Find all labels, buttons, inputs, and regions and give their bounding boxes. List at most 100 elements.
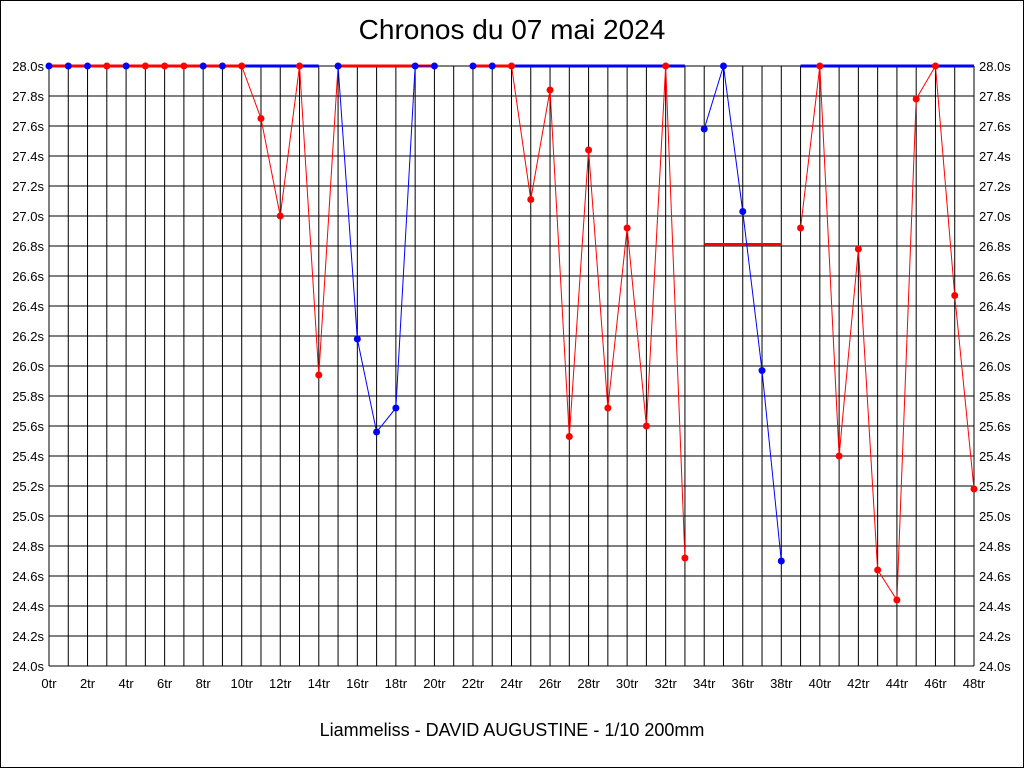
data-point (700, 125, 708, 133)
x-tick-label: 8tr (196, 676, 212, 691)
data-point (739, 208, 747, 215)
data-point (777, 557, 785, 565)
data-point (64, 62, 72, 70)
data-point (585, 146, 593, 154)
data-point (141, 62, 149, 70)
data-point (296, 62, 304, 70)
x-tick-label: 2tr (80, 676, 96, 691)
x-tick-label: 38tr (770, 676, 793, 691)
data-point (816, 62, 824, 70)
y-tick-label-right: 25.2s (979, 479, 1011, 494)
y-tick-label-left: 25.0s (12, 509, 44, 524)
x-tick-label: 44tr (886, 676, 909, 691)
y-tick-label-left: 27.0s (12, 209, 44, 224)
data-point (719, 62, 727, 70)
y-tick-label-left: 24.2s (12, 629, 44, 644)
data-point (430, 62, 438, 70)
y-tick-label-right: 28.0s (979, 59, 1011, 74)
data-point (835, 452, 843, 460)
y-tick-label-right: 24.0s (979, 659, 1011, 674)
y-tick-label-right: 27.2s (979, 179, 1011, 194)
data-point (180, 62, 188, 70)
series-line (800, 64, 975, 602)
data-point (797, 224, 805, 232)
data-point (931, 62, 939, 70)
y-tick-label-right: 24.4s (979, 599, 1011, 614)
data-point (951, 292, 959, 299)
y-tick-label-left: 25.8s (12, 389, 44, 404)
data-point (623, 224, 631, 232)
x-tick-label: 46tr (924, 676, 947, 691)
data-point (874, 566, 882, 574)
y-tick-label-right: 25.8s (979, 389, 1011, 404)
y-tick-label-left: 26.6s (12, 269, 44, 284)
data-point (315, 371, 323, 379)
chart-footer: Liammeliss - DAVID AUGUSTINE - 1/10 200m… (319, 720, 705, 740)
y-tick-label-right: 27.0s (979, 209, 1011, 224)
y-tick-label-right: 25.0s (979, 509, 1011, 524)
y-tick-label-left: 24.0s (12, 659, 44, 674)
series-line (337, 65, 435, 434)
series-line (511, 65, 686, 559)
x-tick-label: 24tr (500, 676, 523, 691)
x-tick-label: 6tr (157, 676, 173, 691)
y-tick-label-left: 25.4s (12, 449, 44, 464)
data-point (103, 62, 111, 70)
y-tick-label-right: 26.0s (979, 359, 1011, 374)
y-tick-label-right: 24.2s (979, 629, 1011, 644)
data-point (276, 212, 284, 220)
data-point (508, 62, 515, 70)
x-tick-label: 18tr (385, 676, 408, 691)
data-point (218, 62, 226, 70)
data-point (469, 62, 477, 70)
y-tick-label-left: 27.8s (12, 89, 44, 104)
y-tick-label-left: 26.4s (12, 299, 44, 314)
data-point (546, 86, 554, 94)
x-tick-label: 40tr (809, 676, 832, 691)
data-point (334, 62, 342, 70)
y-tick-label-left: 26.8s (12, 239, 44, 254)
x-tick-label: 22tr (462, 676, 485, 691)
data-point (122, 62, 130, 70)
y-tick-label-right: 26.2s (979, 329, 1011, 344)
x-tick-label: 4tr (118, 676, 134, 691)
data-point (758, 367, 766, 374)
data-point (373, 428, 381, 436)
data-point (893, 596, 901, 604)
x-tick-label: 28tr (577, 676, 600, 691)
x-tick-label: 42tr (847, 676, 870, 691)
y-tick-label-right: 27.6s (979, 119, 1011, 134)
y-tick-label-right: 27.4s (979, 149, 1011, 164)
data-point (238, 62, 246, 70)
data-point (257, 115, 265, 122)
x-tick-label: 16tr (346, 676, 369, 691)
data-point (392, 404, 400, 412)
y-tick-label-left: 24.4s (12, 599, 44, 614)
data-point (353, 335, 361, 343)
y-tick-label-right: 26.6s (979, 269, 1011, 284)
x-tick-label: 10tr (231, 676, 254, 691)
data-point (854, 245, 862, 253)
data-point (527, 196, 535, 203)
y-tick-label-left: 24.8s (12, 539, 44, 554)
data-point (604, 404, 612, 412)
data-point (45, 62, 53, 70)
x-tick-label: 32tr (654, 676, 677, 691)
x-tick-label: 20tr (423, 676, 446, 691)
x-tick-label: 30tr (616, 676, 639, 691)
data-point (199, 62, 207, 70)
data-point (84, 62, 92, 70)
y-tick-label-left: 27.4s (12, 149, 44, 164)
y-tick-label-left: 27.2s (12, 179, 44, 194)
y-tick-label-right: 25.4s (979, 449, 1011, 464)
x-tick-label: 12tr (269, 676, 292, 691)
x-tick-label: 36tr (732, 676, 755, 691)
data-point (970, 485, 978, 493)
data-point (565, 433, 573, 440)
data-point (642, 422, 650, 430)
chart-title: Chronos du 07 mai 2024 (358, 14, 666, 45)
x-tick-label: 34tr (693, 676, 716, 691)
y-tick-label-left: 26.2s (12, 329, 44, 344)
x-tick-label: 26tr (539, 676, 562, 691)
